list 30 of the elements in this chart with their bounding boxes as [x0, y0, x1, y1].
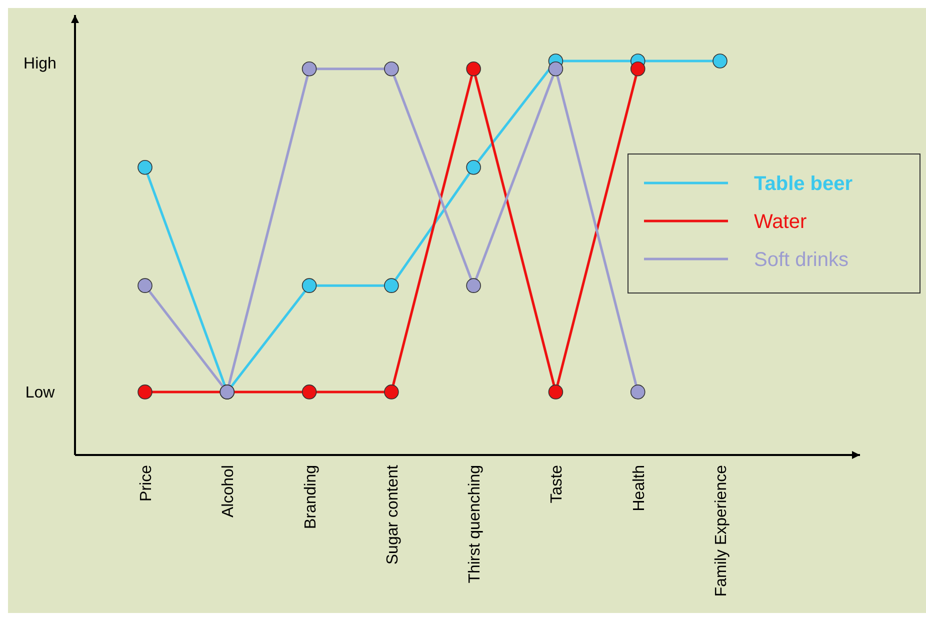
x-tick-label: Thirst quenching — [466, 465, 484, 584]
point — [384, 278, 399, 293]
point — [302, 278, 317, 293]
point — [384, 384, 399, 400]
x-tick-label: Alcohol — [220, 465, 238, 518]
point — [630, 384, 646, 400]
x-tick-label: Price — [138, 464, 155, 502]
point — [138, 160, 152, 175]
x-tick-label: Sugar content — [384, 464, 402, 565]
point — [302, 384, 317, 400]
point — [712, 54, 728, 68]
point — [548, 384, 564, 400]
x-tick-label: Branding — [302, 465, 320, 530]
point — [138, 278, 152, 293]
point — [630, 61, 646, 76]
point — [384, 61, 399, 76]
text: Low — [25, 384, 56, 402]
point — [302, 61, 317, 76]
x-tick-label: Family Experience — [713, 464, 730, 597]
point — [138, 384, 152, 400]
legend-label: Soft drinks — [754, 249, 848, 271]
point — [466, 278, 481, 293]
x-tick-label: Taste — [548, 464, 566, 504]
legend-label: Table beer — [754, 173, 853, 195]
point — [466, 160, 481, 175]
x-tick-label: Health — [630, 465, 648, 512]
point — [466, 61, 481, 76]
legend-label: Water — [754, 211, 807, 233]
text: High — [24, 56, 56, 73]
point — [548, 61, 564, 76]
